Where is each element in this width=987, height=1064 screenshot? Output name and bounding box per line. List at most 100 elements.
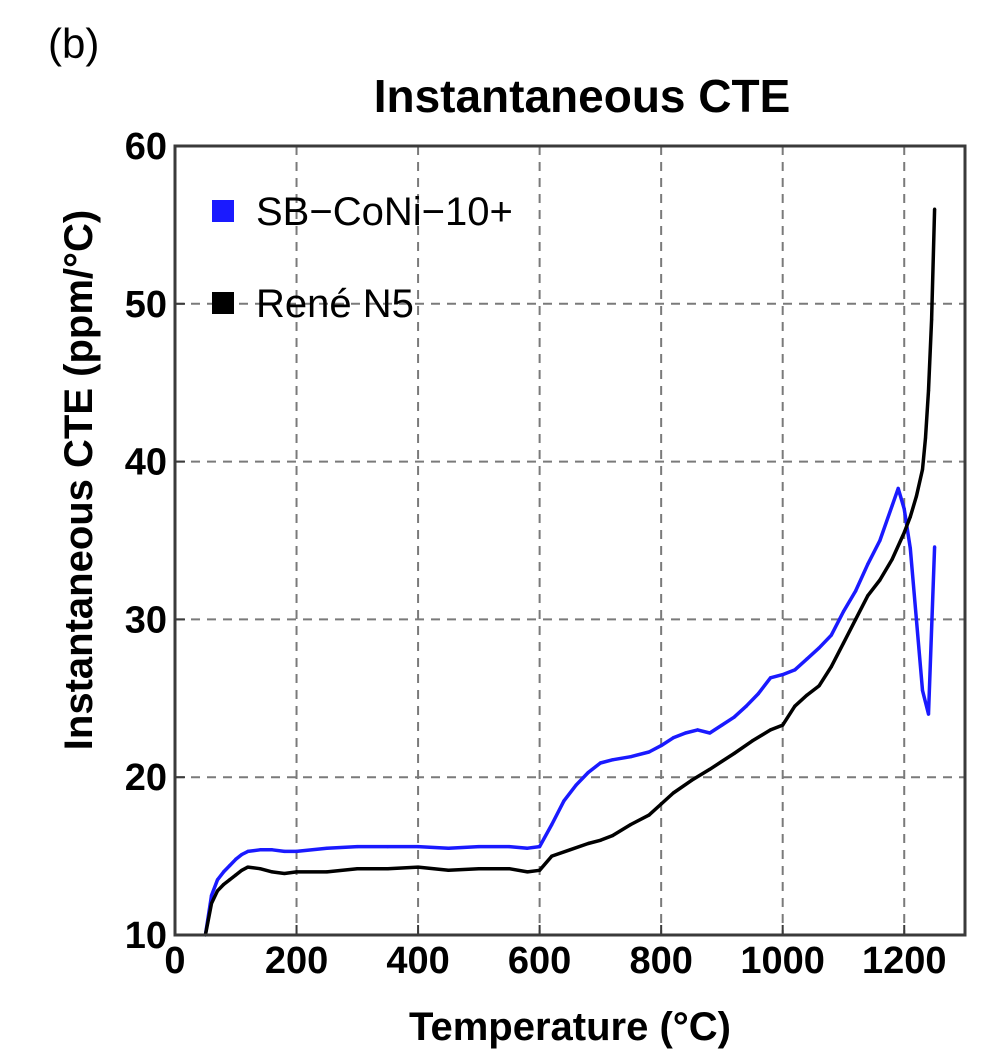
series-2-point [805, 693, 809, 697]
series-1-point [215, 878, 220, 882]
tick-labels: 0 200 400 600 800 1000 1200 10 20 30 40 50 60 [125, 126, 947, 982]
series-2-point [829, 665, 833, 669]
panel-label: (b) [48, 20, 99, 67]
x-tick-label: 400 [386, 940, 449, 982]
series-2-point [240, 868, 244, 872]
x-tick-label: 1000 [740, 940, 825, 982]
series-2-point [568, 848, 572, 852]
series-1-point [234, 857, 238, 861]
series-2-point [234, 873, 238, 877]
series-2-point [228, 878, 232, 882]
series-1-point [282, 849, 286, 853]
series-1-point [270, 848, 274, 852]
series-2-point [671, 791, 675, 795]
series-1-point [933, 545, 937, 549]
series-1-point [854, 589, 858, 593]
legend-swatch [212, 200, 234, 222]
series-2-point [598, 838, 602, 842]
series-1-point [647, 750, 651, 754]
series-1-point [920, 688, 925, 693]
series-1-point [781, 673, 785, 677]
series-2-point [610, 833, 615, 838]
series-1-point [926, 712, 931, 716]
series-1-point [228, 863, 232, 868]
series-1-point [829, 633, 833, 637]
series-1-point [550, 822, 554, 827]
series-1-point [878, 538, 882, 543]
series-2-group [203, 207, 937, 937]
series-2-point [270, 870, 274, 874]
series-1-point [246, 849, 250, 853]
series-2-point [768, 728, 773, 732]
x-tick-label: 800 [629, 940, 692, 982]
series-1-point [683, 731, 688, 735]
series-2-point [908, 515, 912, 519]
series-1-point [610, 758, 615, 762]
series-2-point [926, 388, 931, 393]
legend-label: René N5 [256, 282, 414, 326]
series-1-point [671, 736, 675, 740]
series-1-point [294, 849, 299, 853]
series-2-point [708, 767, 712, 771]
y-axis-label: Instantaneous CTE (ppm/°C) [57, 210, 101, 750]
legend: SB−CoNi−10+ René N5 [212, 190, 513, 326]
series-2-point [866, 594, 870, 598]
series-1-point [477, 845, 481, 849]
series-2-point [246, 865, 250, 869]
series-2-point [817, 684, 821, 688]
series-1-point [768, 676, 773, 680]
series-1-point [732, 715, 736, 719]
x-tick-label: 1200 [862, 940, 947, 982]
series-2-point [386, 867, 390, 871]
series-2-point [854, 617, 858, 622]
series-1-point [696, 728, 700, 732]
series-2-point [689, 778, 694, 782]
series-2-point [507, 867, 511, 871]
series-1-point [507, 845, 511, 849]
series-2-point [325, 870, 329, 874]
series-1-point [355, 845, 359, 849]
y-tick-label: 60 [125, 126, 167, 168]
series-group [203, 207, 937, 937]
plot-frame [173, 144, 967, 937]
series-2-point [659, 802, 663, 806]
series-1-group [203, 486, 937, 937]
x-axis-label: Temperature (°C) [409, 1005, 731, 1049]
series-1-point [756, 691, 760, 696]
series-1-point [598, 761, 602, 765]
grid [175, 146, 965, 935]
series-1-point [525, 846, 530, 850]
series-2-point [902, 531, 906, 535]
series-2-point [222, 882, 226, 887]
series-1-point [902, 507, 906, 511]
series-1-point [866, 562, 870, 566]
series-2-point [750, 739, 754, 743]
series-2-point [215, 889, 220, 893]
series-1-point [817, 646, 821, 650]
y-tick-label: 40 [125, 442, 167, 484]
series-1-point [258, 848, 262, 852]
series-2-point [294, 870, 299, 874]
series-1-point [574, 783, 578, 787]
series-2-point [525, 870, 530, 874]
series-1-point [325, 846, 329, 850]
series-2-point [282, 871, 286, 876]
x-tick-label: 200 [265, 940, 328, 982]
series-2-point [629, 822, 633, 827]
series-1-point [896, 486, 900, 491]
series-1-point [805, 657, 809, 661]
series-2-point [477, 867, 481, 871]
series-2-point [933, 207, 937, 211]
series-2-line [203, 209, 937, 936]
y-tick-label: 20 [125, 757, 167, 799]
series-2-point [446, 868, 451, 872]
series-1-point [446, 846, 451, 850]
series-2-point [890, 557, 894, 562]
series-1-line [203, 486, 937, 936]
series-2-point [720, 759, 724, 764]
legend-swatch [212, 292, 234, 314]
series-2-point [538, 868, 542, 872]
y-tick-label: 10 [125, 915, 167, 957]
